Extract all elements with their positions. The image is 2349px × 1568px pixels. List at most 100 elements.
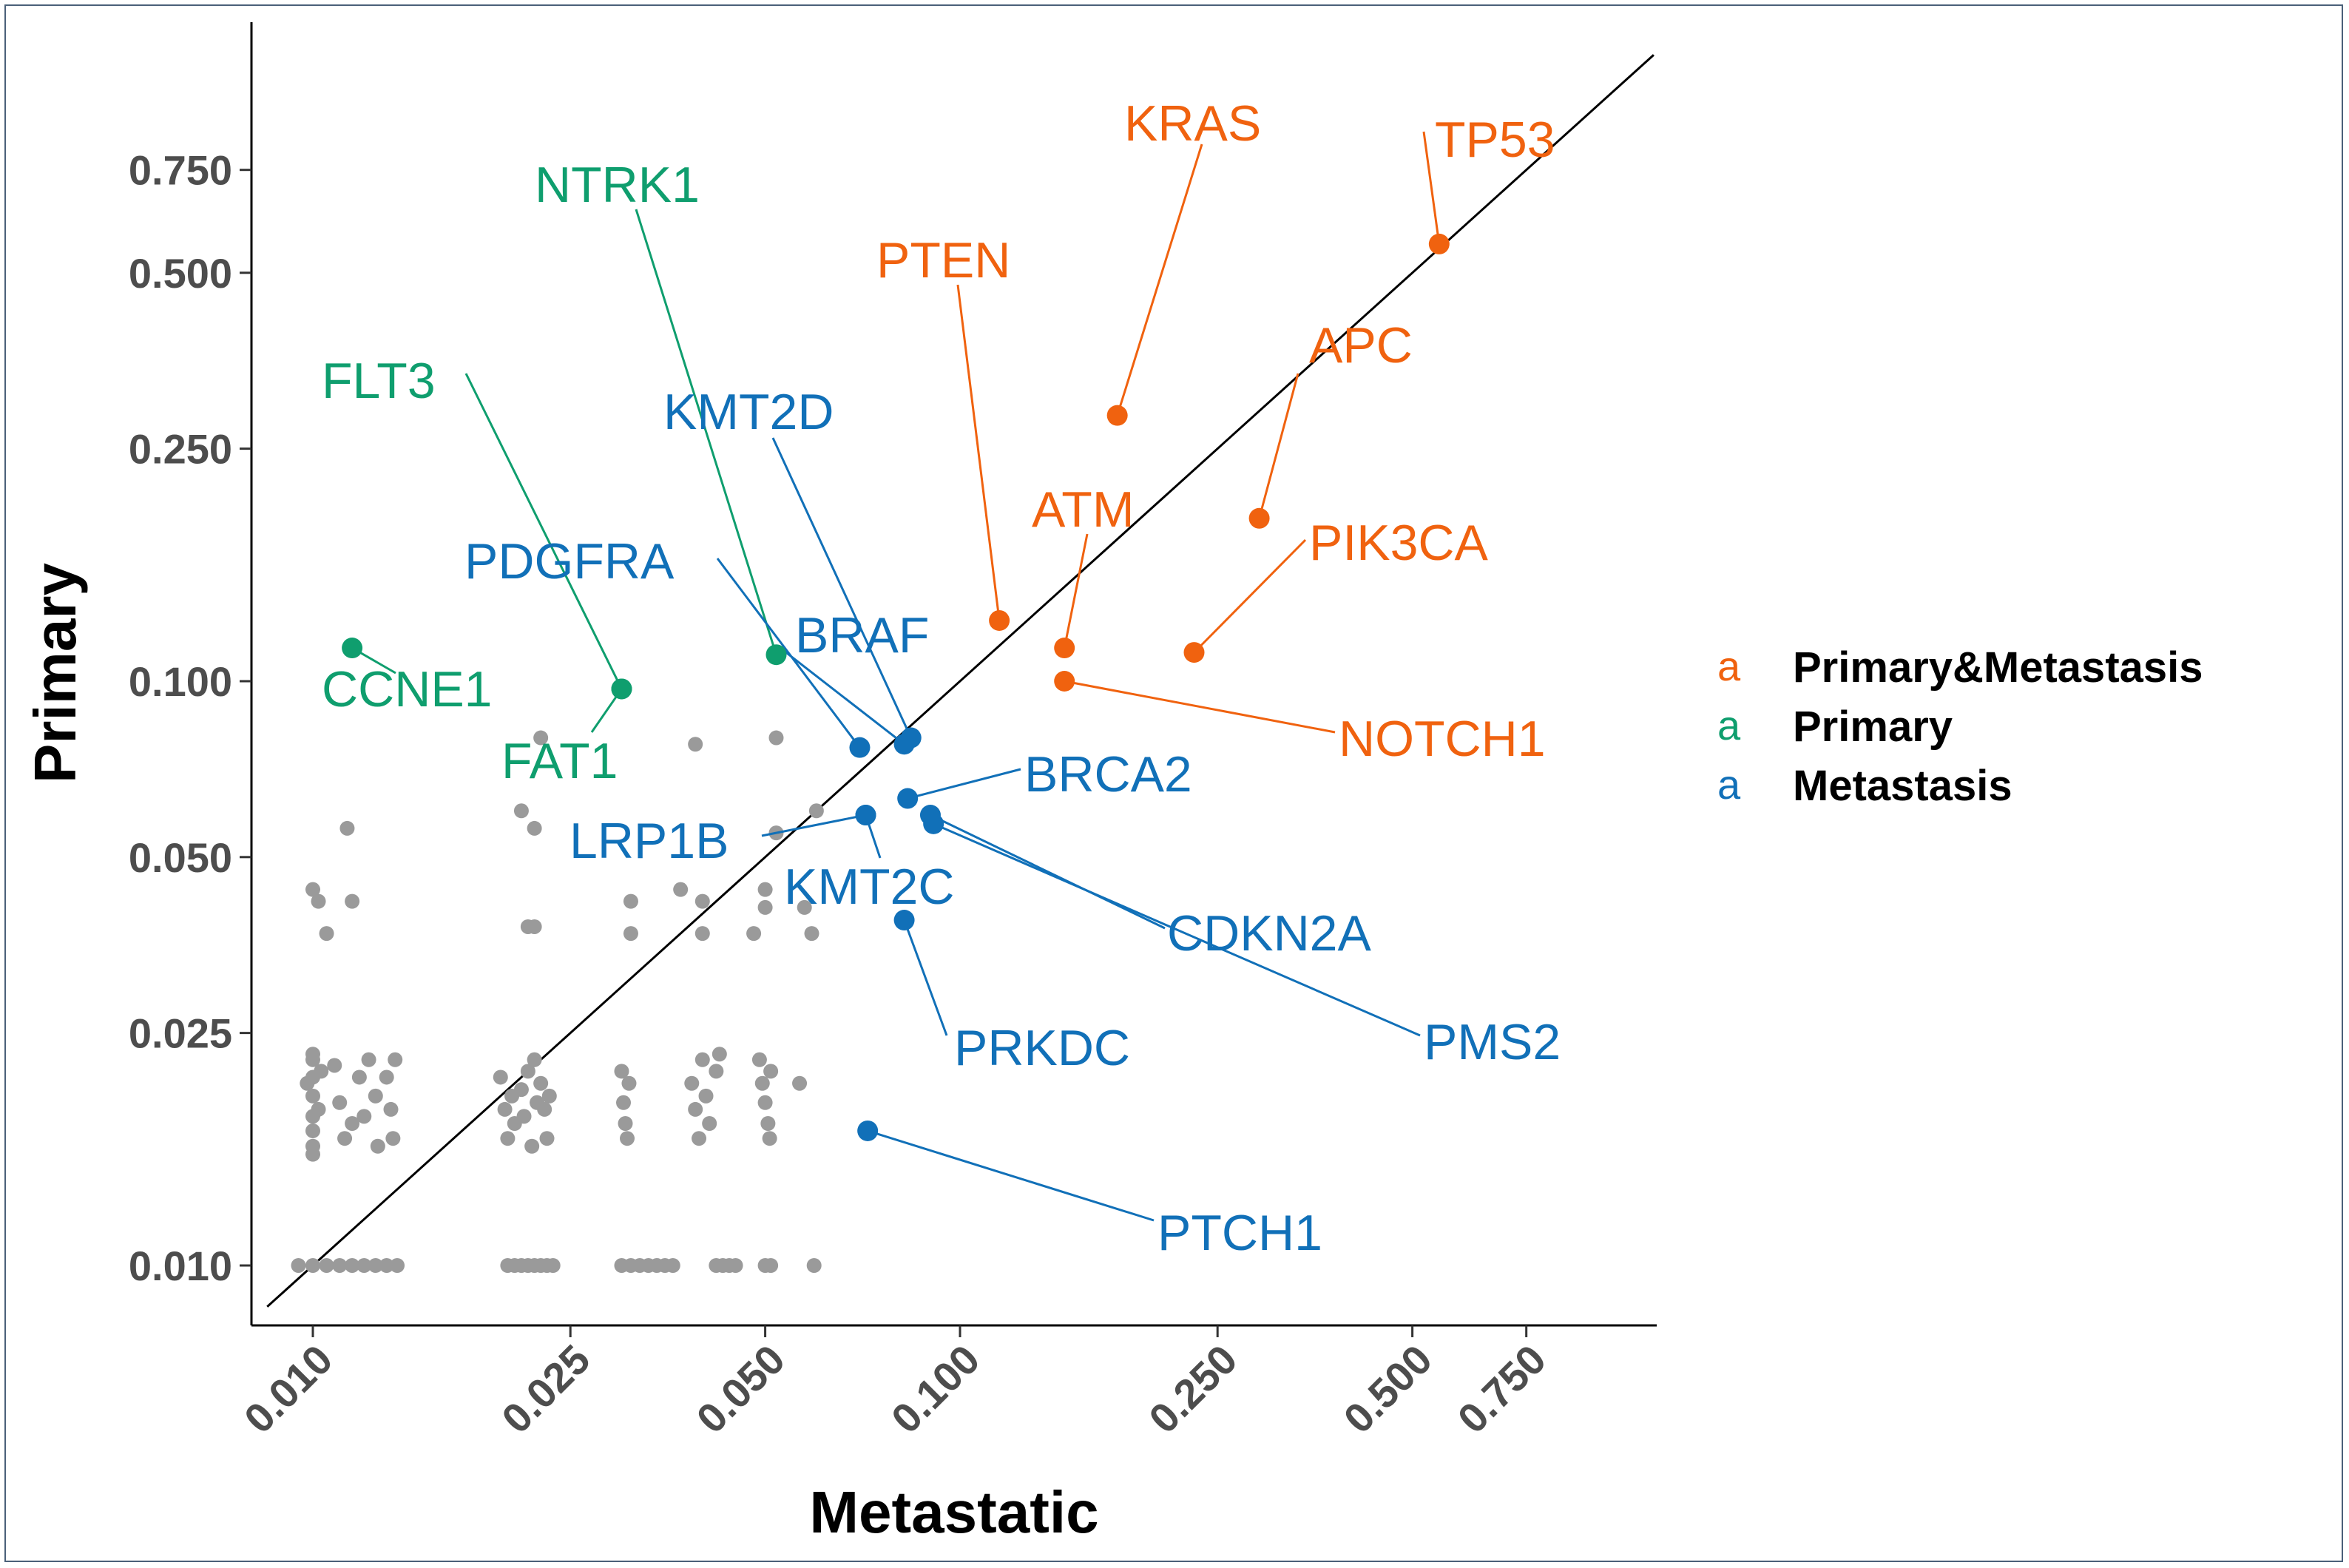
gene-label-prkdc: PRKDC (954, 1020, 1130, 1076)
legend-key-primary: a (1717, 702, 1741, 748)
background-point (314, 1064, 329, 1079)
background-point (688, 1101, 703, 1117)
background-point (621, 1075, 637, 1091)
background-point (339, 820, 355, 836)
background-point (537, 1101, 552, 1117)
leader-line-pten (956, 284, 1001, 621)
y-tick-label: 0.010 (129, 1243, 232, 1289)
background-point (694, 1052, 710, 1067)
background-point (694, 926, 710, 942)
legend-key-primary-metastasis: a (1717, 643, 1741, 689)
background-point (760, 1116, 776, 1131)
background-point (545, 1258, 561, 1273)
x-tick-label: 0.050 (687, 1336, 794, 1442)
background-point (620, 1131, 635, 1146)
gene-label-ptch1: PTCH1 (1157, 1205, 1322, 1261)
background-point (368, 1258, 383, 1273)
x-tick-label: 0.250 (1140, 1336, 1246, 1442)
y-tick-label: 0.050 (129, 834, 232, 881)
x-axis-title: Metastatic (809, 1479, 1098, 1545)
leader-line-braf (783, 649, 905, 746)
gene-label-tp53: TP53 (1435, 112, 1555, 168)
leader-line-flt3 (464, 373, 623, 690)
background-point (692, 1131, 707, 1146)
x-axis-ticks: 0.010 0.025 0.050 0.100 0.250 0.500 0.750 (235, 1325, 1555, 1442)
background-point (379, 1258, 394, 1273)
background-point (792, 1075, 808, 1091)
background-point (327, 1058, 342, 1073)
leader-line-apc (1258, 373, 1299, 519)
legend-key-metastasis: a (1717, 761, 1741, 808)
legend-label-primary-metastasis: Primary&Metastasis (1793, 643, 2203, 692)
point-notch1 (1054, 671, 1075, 692)
background-point (332, 1095, 348, 1110)
background-point (806, 1258, 822, 1273)
background-point (356, 1258, 372, 1273)
background-point (804, 926, 819, 942)
chart-frame (4, 4, 2343, 1562)
background-point (709, 1064, 724, 1079)
background-point (493, 1069, 508, 1085)
background-point (500, 1131, 516, 1146)
leader-line-pms2 (933, 822, 1421, 1037)
background-point (516, 1109, 532, 1124)
background-point (698, 1088, 714, 1104)
background-point (300, 1075, 315, 1091)
gene-label-ntrk1: NTRK1 (535, 157, 700, 213)
point-ptch1 (857, 1120, 879, 1141)
background-point (541, 1088, 557, 1104)
background-point (768, 730, 784, 746)
background-point (497, 1101, 513, 1117)
gene-label-cdkn2a: CDKN2A (1167, 905, 1371, 962)
background-point (665, 1258, 680, 1273)
background-point (368, 1088, 383, 1104)
background-point (305, 1123, 320, 1138)
leader-line-tp53 (1422, 131, 1441, 245)
y-tick-label: 0.500 (129, 250, 232, 297)
background-point (345, 1258, 360, 1273)
point-brca2 (897, 788, 919, 809)
x-tick-label: 0.025 (493, 1336, 599, 1442)
gene-label-atm: ATM (1032, 481, 1135, 538)
background-point (688, 737, 703, 752)
background-point (684, 1075, 700, 1091)
point-ccne1 (342, 638, 363, 659)
legend-label-metastasis: Metastasis (1793, 762, 2012, 810)
gene-label-apc: APC (1309, 317, 1413, 374)
y-axis-title: Primary (22, 563, 88, 783)
point-tp53 (1428, 233, 1450, 254)
point-prkdc (893, 910, 915, 931)
background-point (351, 1069, 367, 1085)
gene-label-pdgfra: PDGFRA (464, 533, 675, 589)
y-tick-label: 0.025 (129, 1010, 232, 1057)
leader-line-pdgfra (716, 558, 861, 748)
background-point (513, 1082, 529, 1098)
background-point (527, 919, 542, 934)
background-point (361, 1052, 376, 1067)
background-point (345, 1116, 360, 1131)
point-pik3ca (1183, 642, 1205, 663)
leader-line-prkdc (903, 919, 948, 1036)
gene-label-kmt2d: KMT2D (663, 384, 834, 440)
y-tick-label: 0.750 (129, 147, 232, 194)
leader-line-lrp1b (761, 814, 866, 837)
background-point (305, 1146, 320, 1162)
point-kmt2c (855, 805, 876, 826)
y-tick-label: 0.250 (129, 426, 232, 473)
gene-label-pten: PTEN (876, 232, 1010, 288)
background-point (808, 803, 824, 819)
background-point (305, 1047, 320, 1062)
gene-label-notch1: NOTCH1 (1339, 711, 1546, 767)
background-point (751, 1052, 767, 1067)
background-point (305, 882, 320, 897)
background-point (305, 1088, 320, 1104)
background-point (390, 1258, 405, 1273)
x-tick-label: 0.100 (882, 1336, 989, 1442)
background-point (311, 893, 326, 909)
background-point (623, 893, 638, 909)
background-point (527, 820, 542, 836)
background-point (797, 899, 812, 915)
point-atm (1054, 638, 1075, 659)
background-point (524, 1138, 540, 1154)
